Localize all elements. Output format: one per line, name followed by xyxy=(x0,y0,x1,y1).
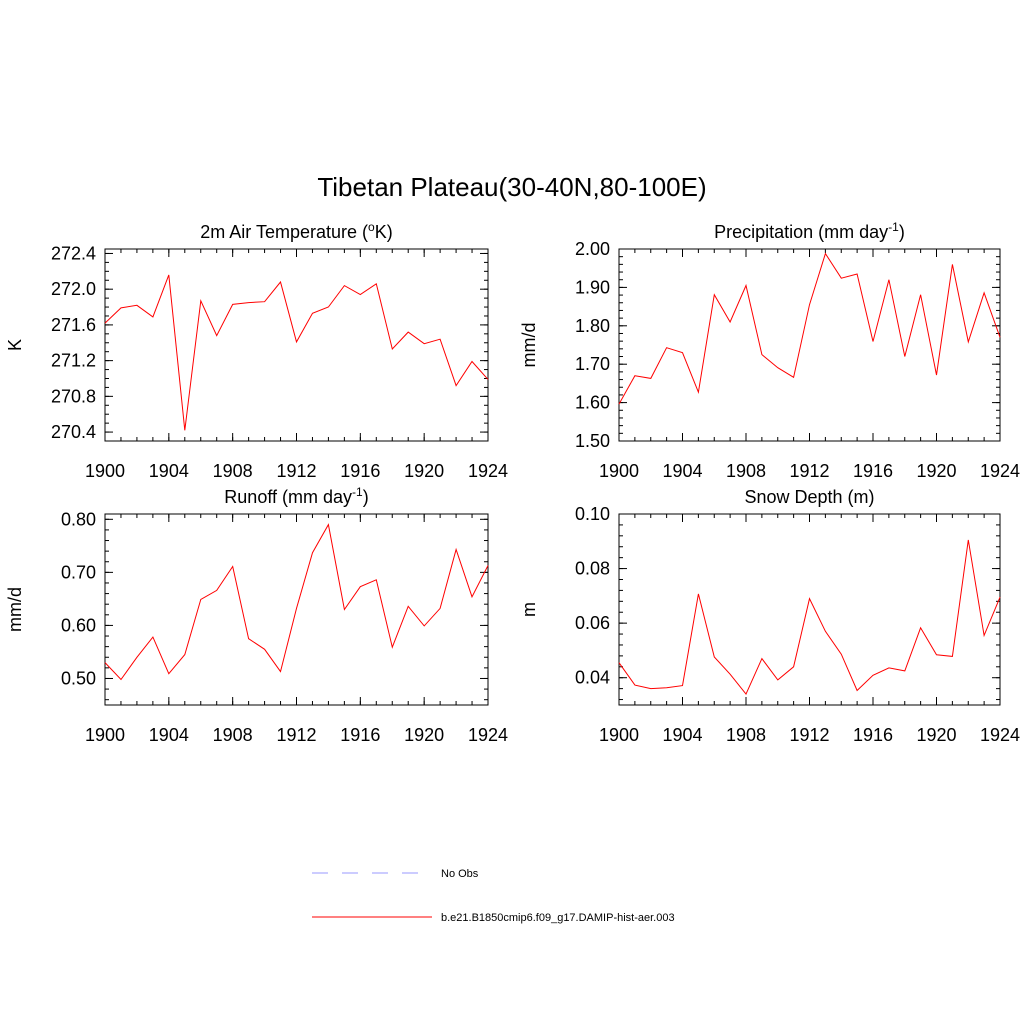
series-line xyxy=(104,523,489,681)
y-tick-label: 1.70 xyxy=(575,354,610,374)
panels: 1900 1904 1908 1912 1916 1920 1924 270.4 270.8 27… xyxy=(5,220,1020,745)
panel-title-suffix: ) xyxy=(363,487,369,507)
y-axis-label: mm/d xyxy=(5,587,25,632)
x-tick-label: 1904 xyxy=(149,461,189,481)
legend-label: b.e21.B1850cmip6.f09_g17.DAMIP-hist-aer.… xyxy=(441,912,675,924)
series-line xyxy=(104,274,489,431)
x-tick-label: 1916 xyxy=(340,725,380,745)
x-tick-label: 1920 xyxy=(404,461,444,481)
x-tick-label: 1900 xyxy=(85,725,125,745)
x-tick-label: 1908 xyxy=(726,725,766,745)
x-tick-label: 1924 xyxy=(468,461,508,481)
y-tick-label: 1.60 xyxy=(575,393,610,413)
x-tick-label: 1900 xyxy=(599,725,639,745)
y-tick-label: 0.08 xyxy=(575,559,610,579)
panel-title-suffix: ) xyxy=(899,222,905,242)
y-tick-label: 1.80 xyxy=(575,316,610,336)
x-tick-label: 1912 xyxy=(276,461,316,481)
y-axis-label: K xyxy=(5,339,25,351)
panel-3: 1900 1904 1908 1912 1916 1920 1924 0.50 0.60 0.70… xyxy=(5,485,508,745)
x-tick-label: 1912 xyxy=(789,725,829,745)
x-tick-label: 1908 xyxy=(213,461,253,481)
panel-title-main: Snow Depth (m) xyxy=(744,487,874,507)
y-tick-label: 0.10 xyxy=(575,504,610,524)
series-line xyxy=(618,539,1001,696)
panel-title-superscript: o xyxy=(368,220,375,234)
y-tick-label: 1.50 xyxy=(575,431,610,451)
x-tick-label: 1900 xyxy=(85,461,125,481)
panel-title-main: 2m Air Temperature ( xyxy=(200,222,368,242)
panel-title: 2m Air Temperature (oK) xyxy=(200,220,392,242)
y-tick-label: 2.00 xyxy=(575,239,610,259)
x-tick-label: 1900 xyxy=(599,461,639,481)
panel-1: 1900 1904 1908 1912 1916 1920 1924 270.4 270.8 27… xyxy=(5,220,508,481)
y-tick-label: 271.2 xyxy=(51,351,96,371)
x-tick-label: 1908 xyxy=(726,461,766,481)
y-tick-label: 272.4 xyxy=(51,243,96,263)
panel-title-main: Runoff (mm day xyxy=(224,487,352,507)
legend-entry: No Obs xyxy=(312,868,479,880)
panel-title-main: Precipitation (mm day xyxy=(714,222,888,242)
y-tick-label: 1.90 xyxy=(575,277,610,297)
panel-title-suffix: K) xyxy=(375,222,393,242)
x-tick-label: 1908 xyxy=(213,725,253,745)
legend-entry: b.e21.B1850cmip6.f09_g17.DAMIP-hist-aer.… xyxy=(312,912,675,924)
panel-title: Snow Depth (m) xyxy=(744,487,874,507)
y-tick-label: 271.6 xyxy=(51,315,96,335)
y-tick-label: 0.80 xyxy=(61,509,96,529)
panel-4: 1900 1904 1908 1912 1916 1920 1924 0.04 0.06 0.08… xyxy=(519,487,1020,745)
y-tick-label: 0.04 xyxy=(575,668,610,688)
figure-title: Tibetan Plateau(30-40N,80-100E) xyxy=(317,172,706,202)
x-tick-label: 1916 xyxy=(853,725,893,745)
y-tick-label: 0.60 xyxy=(61,615,96,635)
y-tick-label: 0.50 xyxy=(61,668,96,688)
legend-label: No Obs xyxy=(441,868,479,880)
x-tick-label: 1920 xyxy=(404,725,444,745)
y-tick-label: 272.0 xyxy=(51,279,96,299)
x-tick-label: 1924 xyxy=(468,725,508,745)
x-tick-label: 1912 xyxy=(276,725,316,745)
x-tick-label: 1924 xyxy=(980,461,1020,481)
x-tick-label: 1916 xyxy=(340,461,380,481)
x-tick-label: 1920 xyxy=(916,725,956,745)
y-tick-label: 270.8 xyxy=(51,386,96,406)
x-tick-label: 1916 xyxy=(853,461,893,481)
y-axis-label: m xyxy=(519,602,539,617)
x-tick-label: 1912 xyxy=(789,461,829,481)
x-tick-label: 1920 xyxy=(916,461,956,481)
x-tick-label: 1904 xyxy=(149,725,189,745)
legend: No Obs b.e21.B1850cmip6.f09_g17.DAMIP-his… xyxy=(312,868,675,924)
y-tick-label: 0.70 xyxy=(61,562,96,582)
plot-frame xyxy=(104,248,489,442)
plot-frame xyxy=(618,248,1001,442)
plot-frame xyxy=(618,513,1001,706)
panel-title-superscript: -1 xyxy=(888,220,899,234)
y-tick-label: 270.4 xyxy=(51,422,96,442)
x-tick-label: 1924 xyxy=(980,725,1020,745)
panel-2: 1900 1904 1908 1912 1916 1920 1924 1.50 1.60 1.70… xyxy=(519,220,1020,481)
y-tick-label: 0.06 xyxy=(575,613,610,633)
panel-title: Runoff (mm day-1) xyxy=(224,485,368,507)
y-axis-label: mm/d xyxy=(519,323,539,368)
x-tick-label: 1904 xyxy=(662,461,702,481)
panel-title: Precipitation (mm day-1) xyxy=(714,220,905,242)
series-line xyxy=(618,252,1001,405)
panel-title-superscript: -1 xyxy=(352,485,363,499)
x-tick-label: 1904 xyxy=(662,725,702,745)
